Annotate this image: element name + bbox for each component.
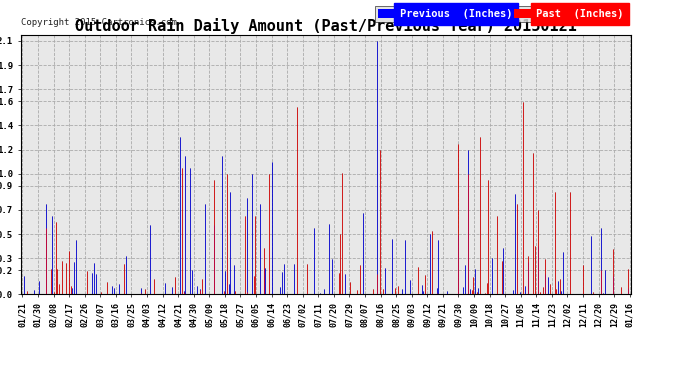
Text: Copyright 2015 Cartronics.com: Copyright 2015 Cartronics.com: [21, 18, 177, 27]
Title: Outdoor Rain Daily Amount (Past/Previous Year) 20150121: Outdoor Rain Daily Amount (Past/Previous…: [75, 18, 577, 34]
Legend: Previous  (Inches), Past  (Inches): Previous (Inches), Past (Inches): [375, 6, 626, 22]
